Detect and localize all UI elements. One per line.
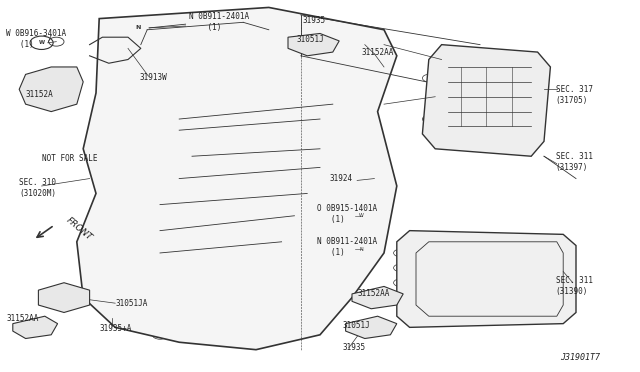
- Polygon shape: [13, 316, 58, 339]
- Polygon shape: [77, 7, 397, 350]
- Text: 31152A: 31152A: [26, 90, 53, 99]
- Polygon shape: [397, 231, 576, 327]
- Text: N 0B911-2401A
    (1): N 0B911-2401A (1): [189, 12, 249, 32]
- Text: 31935: 31935: [302, 16, 325, 25]
- Text: 31051J: 31051J: [342, 321, 370, 330]
- Polygon shape: [38, 283, 90, 312]
- Text: J31901T7: J31901T7: [560, 353, 600, 362]
- Text: 31913W: 31913W: [140, 73, 167, 81]
- Text: SEC. 317
(31705): SEC. 317 (31705): [556, 85, 593, 105]
- Polygon shape: [19, 67, 83, 112]
- Text: 31051J: 31051J: [296, 35, 324, 44]
- Polygon shape: [288, 33, 339, 56]
- Text: 31051JA: 31051JA: [115, 299, 148, 308]
- Text: N: N: [135, 25, 140, 31]
- Text: W: W: [359, 213, 364, 218]
- Text: 31152AA: 31152AA: [6, 314, 39, 323]
- Text: NOT FOR SALE: NOT FOR SALE: [42, 154, 97, 163]
- Text: N 0B911-2401A
   (1): N 0B911-2401A (1): [317, 237, 377, 257]
- Polygon shape: [352, 286, 403, 309]
- Text: FRONT: FRONT: [64, 215, 93, 242]
- Polygon shape: [346, 316, 397, 339]
- Text: N: N: [360, 247, 364, 252]
- Polygon shape: [422, 45, 550, 156]
- Text: 31152AA: 31152AA: [357, 289, 390, 298]
- Text: 31935+A: 31935+A: [99, 324, 132, 333]
- Text: W 0B916-3401A
   (1): W 0B916-3401A (1): [6, 29, 67, 49]
- Text: SEC. 311
(31390): SEC. 311 (31390): [556, 276, 593, 296]
- Text: 31935: 31935: [342, 343, 365, 352]
- Text: W: W: [38, 40, 45, 45]
- Text: O 0B915-1401A
   (1): O 0B915-1401A (1): [317, 204, 377, 224]
- Text: SEC. 311
(31397): SEC. 311 (31397): [556, 152, 593, 172]
- Text: 31152AA: 31152AA: [362, 48, 394, 57]
- Text: SEC. 310
(31020M): SEC. 310 (31020M): [19, 178, 56, 198]
- Text: 31924: 31924: [330, 174, 353, 183]
